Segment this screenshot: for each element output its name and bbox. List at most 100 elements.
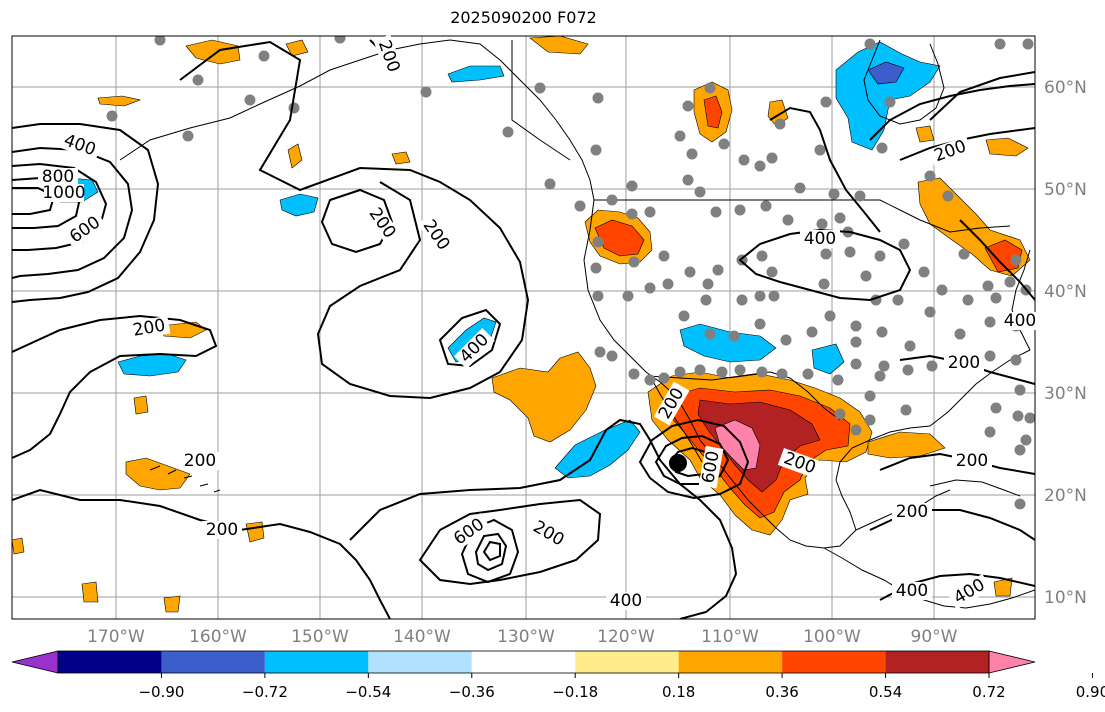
station-dot [954,328,966,340]
contour-low-800 [474,532,508,572]
station-dot [878,360,890,372]
contour-midpac-inner [320,188,394,254]
graticule [12,36,1035,619]
station-dot [760,200,772,212]
station-dot [984,426,996,438]
colorbar-tick-label: 0.36 [765,683,798,701]
contour-hawaii-200 [12,314,218,459]
station-dot [154,36,166,46]
colorbar-segment [58,651,162,673]
colorbar-tick-label: −0.18 [552,683,598,701]
longitude-label: 90°W [911,627,958,647]
coast-hudson [863,39,945,125]
longitude-label: 120°W [597,627,655,647]
contour-label-halo [698,445,724,489]
contour-east-1 [869,83,1035,141]
contour-label-halo [606,592,646,610]
shading-orange-patch-3 [97,95,142,107]
station-dot [662,278,674,290]
station-dot [710,206,722,218]
contour-label: 200 [184,451,216,471]
contour-east-2 [899,127,1035,161]
station-dot [674,366,686,378]
contour-label-halo [892,582,932,600]
station-dot [814,144,826,156]
station-dot [682,100,694,112]
station-dot [1014,444,1026,456]
station-dot [918,266,930,278]
map-panel [11,35,1036,620]
colorbar-tick-label: 0.18 [662,683,695,701]
station-dot [766,152,778,164]
border-canada-us [594,199,1011,233]
contour-label-halo [800,230,840,248]
colorbar-segment [782,651,886,673]
station-dot [702,278,714,290]
station-dot [606,194,618,206]
colorbar [11,650,1036,674]
station-dot [850,358,862,370]
station-dot [756,366,768,378]
longitude-label: 130°W [497,627,555,647]
contour-label: 400 [1004,311,1036,331]
longitude-labels: 170°W 160°W 150°W 140°W 130°W 120°W 110°W 100°W… [87,627,958,647]
station-dot [704,328,716,340]
shading-orange-gulf [867,431,946,459]
shading-red-pnw [594,219,645,257]
station-dot [754,160,766,172]
contour-label-halo [447,513,491,551]
contour-mexico-ring-2 [654,434,730,485]
latitude-label: 10°N [1044,588,1087,608]
latitude-label: 30°N [1044,384,1087,404]
station-dot [780,334,792,346]
station-dot [806,326,818,338]
coast-west-us [583,199,857,549]
station-markers [106,36,1035,510]
shading-orange-patch-13 [985,137,1029,157]
contour-hawaii-south [12,488,391,619]
station-dot [736,294,748,306]
station-dot [644,206,656,218]
station-dot [1010,254,1022,266]
station-dot [590,144,602,156]
station-dot [694,186,706,198]
contour-label-halo [777,448,822,479]
station-dot [776,368,788,380]
colorbar-segment [264,651,369,673]
station-dot [982,280,994,292]
border-us-mexico [647,371,841,421]
station-dot [1024,412,1035,424]
shading-red-canada [703,95,723,129]
station-dot [850,424,862,436]
contour-label: 200 [948,353,980,373]
colorbar-tick-label: −0.72 [242,683,288,701]
station-dot [684,266,696,278]
station-dot [958,248,970,260]
latitude-label: 20°N [1044,486,1087,506]
station-dot [876,142,888,154]
contour-midpac-big [179,40,530,400]
station-dot [682,174,694,186]
station-dot [192,74,204,86]
coast-gulf [835,349,1031,531]
station-dot [1010,354,1022,366]
station-dot [774,118,786,130]
station-dot [288,102,300,114]
coast-alaska [119,39,595,201]
station-dot [984,316,996,328]
station-dot [884,96,896,108]
shading-blue-aleut [447,65,505,83]
contour-label: 200 [206,520,238,540]
coast-baja [649,375,703,463]
station-dot [1014,384,1026,396]
colorbar-tick-label: 0.72 [972,683,1005,701]
contour-label-halo [947,573,992,610]
colorbar-segment [161,651,265,673]
station-dot [244,94,256,106]
station-dot [990,402,1002,414]
contour-south-2 [418,498,602,586]
contour-west-5 [12,187,56,215]
contour-low-1000 [482,540,501,562]
station-dot [534,82,546,94]
station-dot [942,190,954,202]
